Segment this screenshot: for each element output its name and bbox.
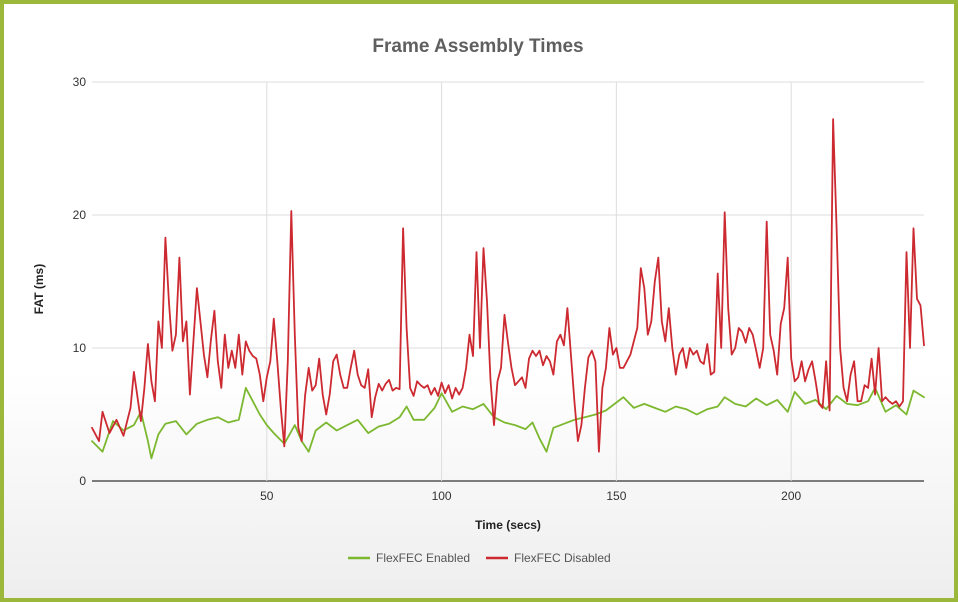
- y-tick-label: 0: [79, 474, 86, 488]
- legend-label: FlexFEC Enabled: [376, 551, 470, 565]
- y-axis-label: FAT (ms): [32, 264, 46, 314]
- series-lines: [91, 118, 925, 460]
- x-tick-label: 150: [606, 489, 626, 503]
- y-tick-label: 30: [73, 75, 87, 89]
- series-line-flexfec-disabled: [91, 118, 925, 453]
- x-axis-ticks: 50 100 150 200: [260, 489, 801, 503]
- y-tick-label: 10: [73, 341, 87, 355]
- x-axis-label: Time (secs): [475, 518, 541, 532]
- legend-label: FlexFEC Disabled: [514, 551, 611, 565]
- y-axis-ticks: 0 10 20 30: [73, 75, 87, 488]
- chart-title: Frame Assembly Times: [372, 36, 583, 57]
- x-tick-label: 100: [432, 489, 452, 503]
- x-tick-label: 50: [260, 489, 274, 503]
- grid: [92, 81, 924, 482]
- y-tick-label: 20: [73, 208, 87, 222]
- legend: FlexFEC Enabled FlexFEC Disabled: [348, 551, 611, 565]
- series-line-flexfec-enabled: [91, 387, 925, 460]
- x-tick-label: 200: [781, 489, 801, 503]
